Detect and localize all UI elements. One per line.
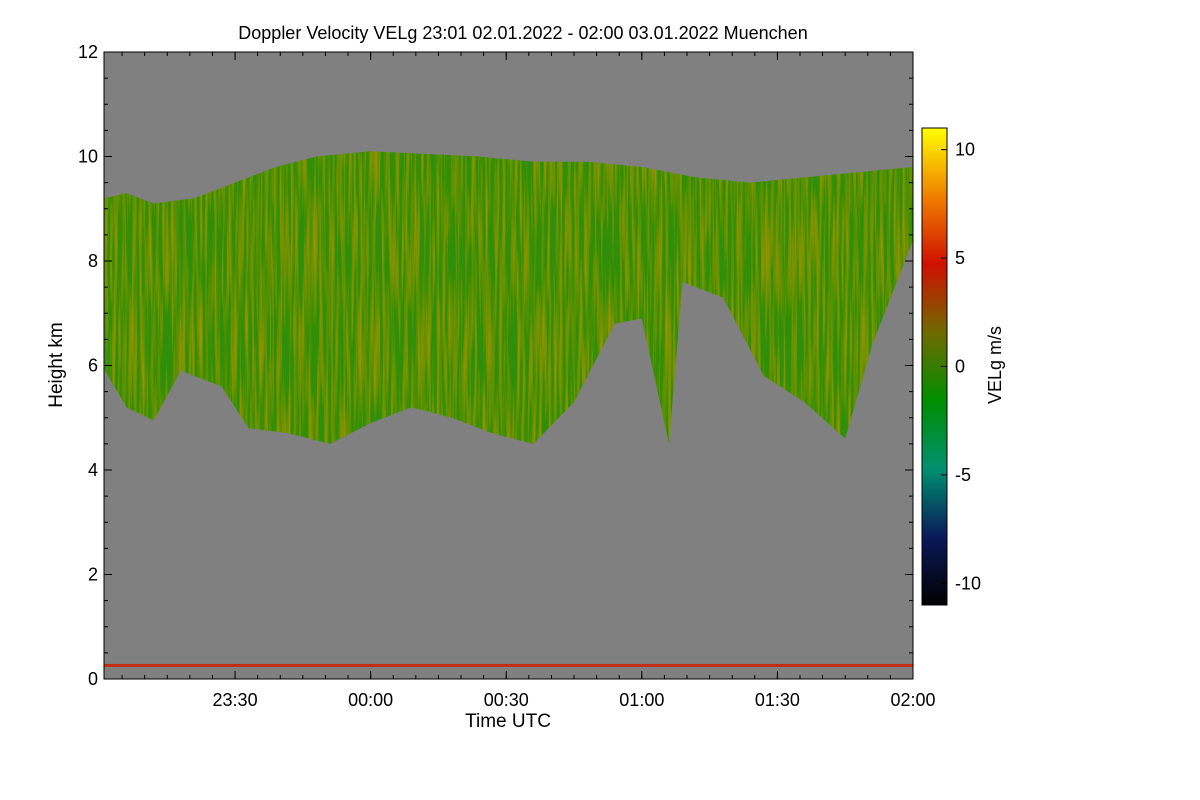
plot-area — [104, 52, 913, 679]
x-tick-label: 01:30 — [755, 690, 800, 710]
x-tick-label: 00:00 — [348, 690, 393, 710]
cloud-layer — [104, 151, 913, 444]
x-tick-label: 01:00 — [619, 690, 664, 710]
y-axis-label: Height km — [46, 322, 67, 408]
x-tick-label: 02:00 — [890, 690, 935, 710]
colorbar: 10 5 0 -5 -10 VELg m/s — [921, 127, 1005, 606]
y-tick-label: 2 — [88, 565, 98, 585]
colorbar-label: VELg m/s — [985, 326, 1005, 404]
x-tick-label: 23:30 — [213, 690, 258, 710]
y-tick-label: 6 — [88, 356, 98, 376]
colorbar-tick-label: -10 — [955, 573, 981, 593]
chart-title: Doppler Velocity VELg 23:01 02.01.2022 -… — [238, 23, 807, 43]
y-tick-label: 10 — [78, 147, 98, 167]
y-tick-label: 8 — [88, 251, 98, 271]
x-tick-label: 00:30 — [484, 690, 529, 710]
y-tick-label: 12 — [78, 42, 98, 62]
colorbar-tick-label: 10 — [955, 140, 975, 160]
surface-layer — [104, 663, 913, 667]
y-axis: 0 2 4 6 8 10 12 — [78, 42, 913, 689]
colorbar-tick-label: 5 — [955, 248, 965, 268]
y-tick-label: 0 — [88, 669, 98, 689]
colorbar-tick-label: 0 — [955, 357, 965, 377]
y-tick-label: 4 — [88, 460, 98, 480]
x-axis: 23:30 00:00 00:30 01:00 01:30 02:00 — [121, 52, 936, 710]
x-axis-label: Time UTC — [465, 711, 551, 732]
colorbar-tick-label: -5 — [955, 465, 971, 485]
